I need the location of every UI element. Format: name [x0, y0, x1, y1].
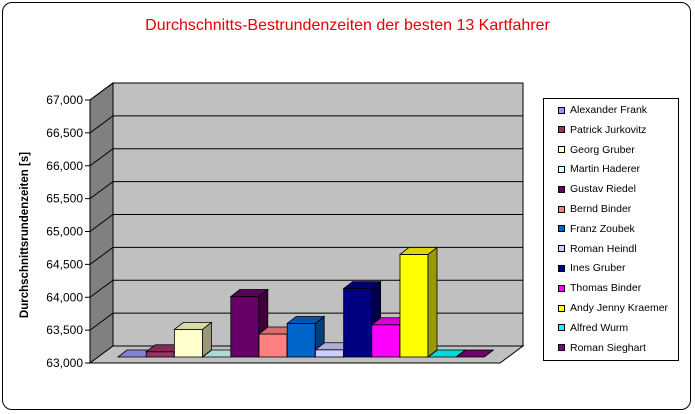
chart-title: Durchschnitts-Bestrundenzeiten der beste… [145, 17, 550, 34]
legend-item: Martin Haderer [558, 162, 640, 176]
legend-swatch [558, 165, 565, 173]
legend-label: Roman Heindl [570, 242, 637, 255]
legend-swatch [558, 146, 565, 154]
legend-item: Andy Jenny Kraemer [558, 301, 668, 315]
legend-label: Roman Sieghart [570, 341, 646, 354]
gridline [89, 82, 523, 101]
legend-item: Bernd Binder [558, 202, 631, 216]
legend-label: Alfred Wurm [570, 321, 629, 334]
legend-item: Thomas Binder [558, 281, 641, 295]
legend-item: Ines Gruber [558, 261, 625, 275]
legend-item: Franz Zoubek [558, 222, 635, 236]
legend-label: Andy Jenny Kraemer [570, 302, 669, 314]
legend-swatch [558, 324, 565, 332]
legend-label: Thomas Binder [570, 282, 642, 295]
legend-item: Gustav Riedel [558, 182, 636, 196]
y-tick-label: 66,000 [46, 159, 83, 173]
gridline [89, 214, 523, 232]
y-tick-label: 64,000 [46, 290, 83, 304]
legend-swatch [558, 205, 565, 213]
legend-label: Martin Haderer [570, 163, 641, 176]
legend-item: Roman Heindl [558, 242, 637, 256]
y-tick-label: 66,500 [46, 126, 83, 140]
y-tick-label: 67,000 [46, 93, 83, 107]
gridline [89, 246, 523, 265]
gridline [89, 115, 523, 134]
y-tick-label: 63,000 [46, 356, 83, 370]
legend-label: Georg Gruber [570, 143, 635, 156]
legend-item: Alfred Wurm [558, 321, 628, 335]
gridline [89, 312, 523, 331]
gridline [89, 279, 523, 298]
legend-item: Georg Gruber [558, 143, 635, 157]
gridline [89, 181, 523, 200]
legend-swatch [558, 284, 565, 292]
gridline [89, 148, 523, 167]
legend-swatch [558, 225, 565, 233]
legend-item: Alexander Frank [558, 103, 647, 117]
y-tick-label: 64,500 [46, 257, 83, 271]
legend: Alexander Frank Patrick Jurkovitz Georg Gr… [543, 98, 679, 361]
legend-label: Bernd Binder [570, 203, 632, 215]
y-tick-label: 63,500 [46, 323, 83, 337]
legend-swatch [558, 304, 565, 312]
legend-label: Patrick Jurkovitz [570, 123, 647, 136]
legend-swatch [558, 344, 565, 352]
legend-swatch [558, 245, 565, 253]
legend-swatch [558, 264, 565, 272]
y-tick-label: 65,000 [46, 225, 83, 239]
bar [398, 246, 439, 358]
legend-label: Alexander Frank [570, 104, 648, 116]
legend-swatch [558, 126, 565, 134]
legend-item: Roman Sieghart [558, 341, 646, 355]
legend-label: Ines Gruber [570, 262, 626, 275]
bar [173, 321, 213, 358]
y-tick-label: 65,500 [46, 192, 83, 206]
legend-label: Gustav Riedel [570, 183, 636, 196]
legend-item: Patrick Jurkovitz [558, 123, 646, 137]
legend-label: Franz Zoubek [570, 222, 635, 235]
bar [455, 349, 495, 358]
legend-swatch [558, 185, 565, 193]
legend-swatch [558, 106, 565, 114]
